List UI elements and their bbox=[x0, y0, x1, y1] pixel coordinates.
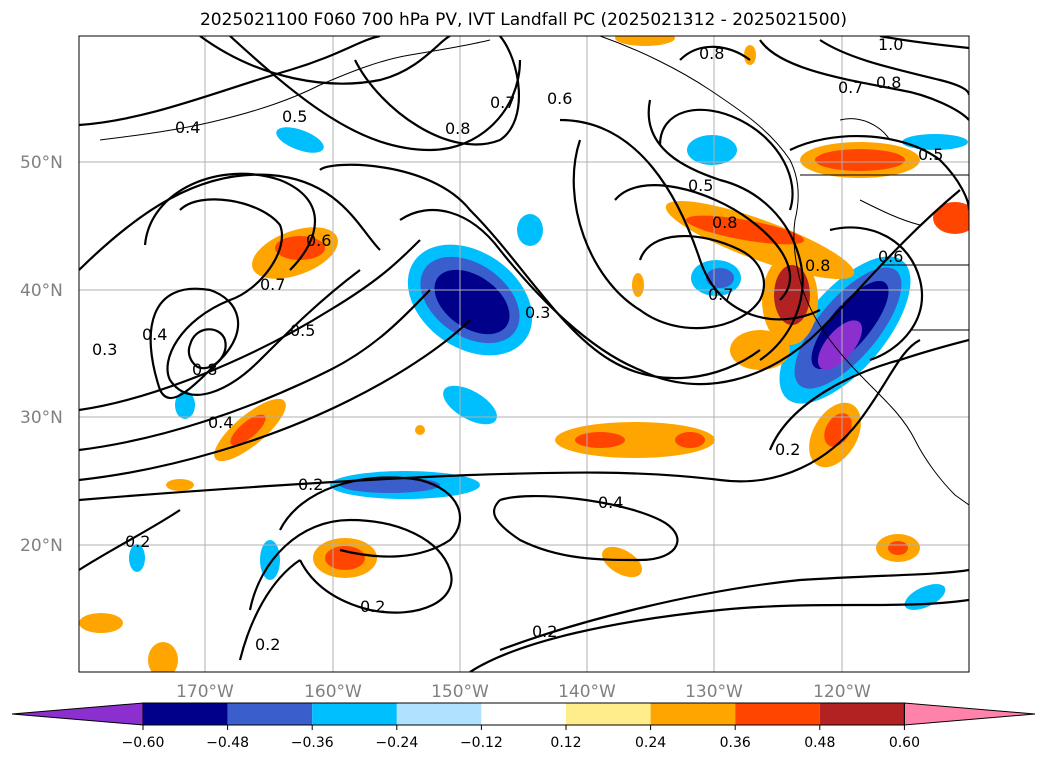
colorbar-tick-label: 0.48 bbox=[804, 735, 835, 751]
colorbar-segment bbox=[396, 703, 482, 725]
lat-label-20n: 20°N bbox=[20, 536, 63, 556]
colorbar-segment bbox=[650, 703, 736, 725]
contour-label: 0.8 bbox=[445, 119, 470, 138]
map-title: 2025021100 F060 700 hPa PV, IVT Landfall… bbox=[199, 10, 847, 30]
colorbar-segment bbox=[819, 703, 905, 725]
contour-label: 0.2 bbox=[255, 635, 280, 654]
contour-label: 0.2 bbox=[360, 597, 385, 616]
contour-label: 0.3 bbox=[525, 303, 550, 322]
contour-label: 0.8 bbox=[699, 44, 724, 63]
contour-label: 0.2 bbox=[125, 532, 150, 551]
contour-label: 0.7 bbox=[490, 93, 515, 112]
contour-label: 0.8 bbox=[712, 213, 737, 232]
contour-label: 0.7 bbox=[260, 275, 285, 294]
colorbar-tick-label: −0.12 bbox=[460, 735, 503, 751]
contour-label: 0.8 bbox=[876, 73, 901, 92]
colorbar-tick-label: −0.60 bbox=[122, 735, 165, 751]
pv-shading bbox=[79, 36, 969, 672]
contour-label: 0.4 bbox=[598, 493, 623, 512]
contour-label: 0.8 bbox=[805, 256, 830, 275]
lon-label-120w: 120°W bbox=[813, 682, 871, 702]
contour-label: 0.3 bbox=[92, 340, 117, 359]
colorbar-tick-label: −0.24 bbox=[375, 735, 418, 751]
contour-label: 0.8 bbox=[192, 360, 217, 379]
contour-label: 0.2 bbox=[775, 440, 800, 459]
coastlines bbox=[99, 36, 969, 506]
lon-labels: 170°W 160°W 150°W 140°W 130°W 120°W bbox=[176, 682, 871, 702]
lat-label-40n: 40°N bbox=[20, 281, 63, 301]
contour-label: 0.5 bbox=[282, 107, 307, 126]
contour-label: 0.4 bbox=[208, 413, 233, 432]
lat-label-30n: 30°N bbox=[20, 408, 63, 428]
contour-label: 0.6 bbox=[547, 89, 572, 108]
lon-label-150w: 150°W bbox=[431, 682, 489, 702]
colorbar-extend-low bbox=[11, 702, 144, 726]
contour-label: 0.2 bbox=[532, 622, 557, 641]
contour-labels: 0.4 0.5 0.7 0.8 0.6 0.8 1.0 0.7 0.8 0.5 … bbox=[92, 35, 943, 654]
contour-label: 0.6 bbox=[878, 247, 903, 266]
contour-label: 0.2 bbox=[298, 475, 323, 494]
contour-label: 0.4 bbox=[142, 325, 167, 344]
colorbar-segment bbox=[312, 703, 397, 725]
colorbar-extend-high bbox=[903, 702, 1036, 726]
contour-label: 0.5 bbox=[688, 176, 713, 195]
contour-label: 0.7 bbox=[838, 78, 863, 97]
contour-label: 1.0 bbox=[878, 35, 903, 54]
colorbar-tick-label: 0.12 bbox=[550, 735, 581, 751]
colorbar-segment bbox=[735, 703, 820, 725]
contour-label: 0.5 bbox=[290, 321, 315, 340]
map-frame bbox=[78, 35, 970, 673]
contour-label: 0.5 bbox=[918, 145, 943, 164]
colorbar-tick-label: −0.36 bbox=[291, 735, 334, 751]
colorbar-segment bbox=[143, 703, 228, 725]
colorbar-segment bbox=[566, 703, 651, 725]
lat-labels: 50°N 40°N 30°N 20°N bbox=[20, 153, 63, 556]
contour-label: 0.4 bbox=[175, 118, 200, 137]
lon-label-160w: 160°W bbox=[304, 682, 362, 702]
colorbar-tick-label: 0.36 bbox=[720, 735, 751, 751]
lon-label-130w: 130°W bbox=[685, 682, 743, 702]
colorbar-segment bbox=[481, 703, 566, 725]
colorbar-tick-label: 0.24 bbox=[635, 735, 666, 751]
colorbar-segment bbox=[227, 703, 313, 725]
colorbar-tick-label: −0.48 bbox=[206, 735, 249, 751]
contour-label: 0.7 bbox=[708, 285, 733, 304]
lon-label-170w: 170°W bbox=[176, 682, 234, 702]
colorbar-outline bbox=[142, 702, 905, 726]
graticule bbox=[79, 36, 969, 672]
pv-contours bbox=[79, 36, 969, 672]
lat-label-50n: 50°N bbox=[20, 153, 63, 173]
lon-label-140w: 140°W bbox=[558, 682, 616, 702]
colorbar-tick-label: 0.60 bbox=[889, 735, 920, 751]
colorbar: −0.60 −0.48 −0.36 −0.24 −0.12 0.12 0.24 0.36 0.4… bbox=[11, 702, 1036, 751]
contour-label: 0.6 bbox=[306, 231, 331, 250]
